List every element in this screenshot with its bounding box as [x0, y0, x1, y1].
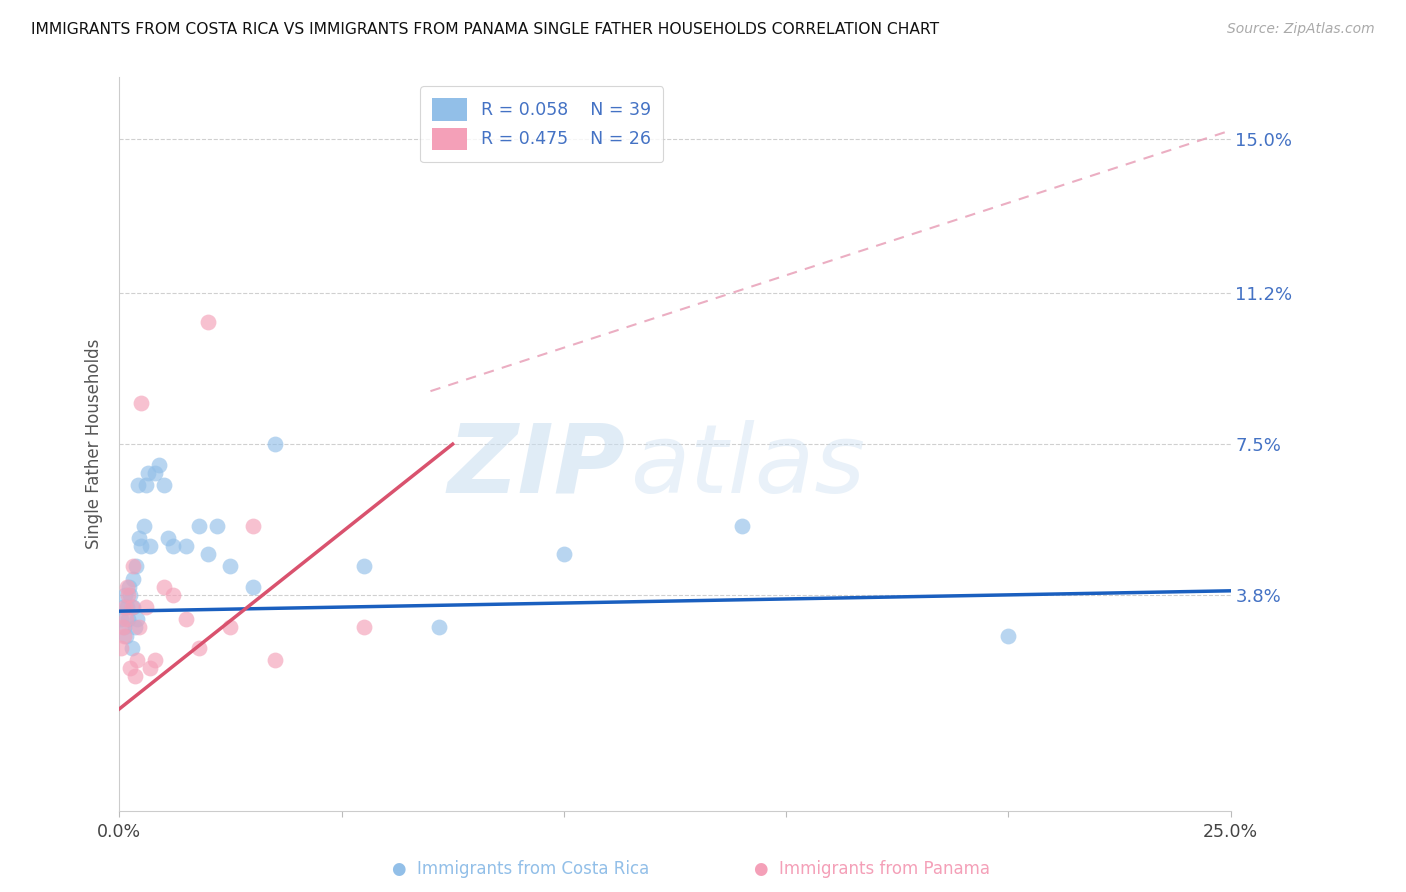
Point — [219, 620, 242, 634]
Point — [197, 547, 219, 561]
Point — [120, 661, 142, 675]
Point — [124, 669, 146, 683]
Point — [125, 559, 148, 574]
Point — [117, 612, 139, 626]
Point — [152, 580, 174, 594]
Point — [131, 396, 153, 410]
Point — [117, 580, 139, 594]
Point — [121, 600, 143, 615]
Text: IMMIGRANTS FROM COSTA RICA VS IMMIGRANTS FROM PANAMA SINGLE FATHER HOUSEHOLDS CO: IMMIGRANTS FROM COSTA RICA VS IMMIGRANTS… — [31, 22, 939, 37]
Point — [157, 531, 180, 545]
Point — [114, 600, 136, 615]
Point — [143, 653, 166, 667]
Point — [353, 559, 375, 574]
Point — [188, 518, 211, 533]
Point — [730, 518, 752, 533]
Point — [111, 600, 134, 615]
Point — [115, 612, 138, 626]
Point — [121, 640, 143, 655]
Point — [205, 518, 228, 533]
Y-axis label: Single Father Households: Single Father Households — [86, 339, 103, 549]
Point — [127, 478, 149, 492]
Point — [121, 559, 143, 574]
Point — [120, 588, 142, 602]
Point — [117, 588, 139, 602]
Point — [122, 572, 145, 586]
Point — [131, 539, 153, 553]
Text: atlas: atlas — [630, 419, 866, 513]
Point — [197, 315, 219, 329]
Point — [118, 580, 141, 594]
Point — [135, 478, 157, 492]
Point — [112, 629, 135, 643]
Text: ●  Immigrants from Costa Rica: ● Immigrants from Costa Rica — [392, 860, 648, 878]
Point — [143, 466, 166, 480]
Point — [112, 620, 135, 634]
Point — [135, 600, 157, 615]
Point — [110, 640, 132, 655]
Point — [263, 437, 285, 451]
Point — [242, 518, 264, 533]
Point — [427, 620, 450, 634]
Point — [139, 539, 162, 553]
Point — [353, 620, 375, 634]
Point — [174, 612, 197, 626]
Text: Source: ZipAtlas.com: Source: ZipAtlas.com — [1227, 22, 1375, 37]
Point — [174, 539, 197, 553]
Point — [139, 661, 162, 675]
Point — [110, 612, 132, 626]
Point — [162, 588, 184, 602]
Point — [128, 620, 150, 634]
Point — [128, 531, 150, 545]
Text: ●  Immigrants from Panama: ● Immigrants from Panama — [754, 860, 990, 878]
Point — [125, 612, 148, 626]
Point — [115, 629, 138, 643]
Point — [114, 588, 136, 602]
Text: ZIP: ZIP — [447, 419, 624, 513]
Point — [263, 653, 285, 667]
Point — [152, 478, 174, 492]
Point — [124, 620, 146, 634]
Point — [136, 466, 159, 480]
Point — [132, 518, 155, 533]
Point — [117, 600, 139, 615]
Point — [121, 600, 143, 615]
Point — [111, 620, 134, 634]
Point — [162, 539, 184, 553]
Legend: R = 0.058    N = 39, R = 0.475    N = 26: R = 0.058 N = 39, R = 0.475 N = 26 — [420, 87, 664, 162]
Point — [125, 653, 148, 667]
Point — [148, 458, 170, 472]
Point — [997, 629, 1019, 643]
Point — [242, 580, 264, 594]
Point — [219, 559, 242, 574]
Point — [553, 547, 575, 561]
Point — [188, 640, 211, 655]
